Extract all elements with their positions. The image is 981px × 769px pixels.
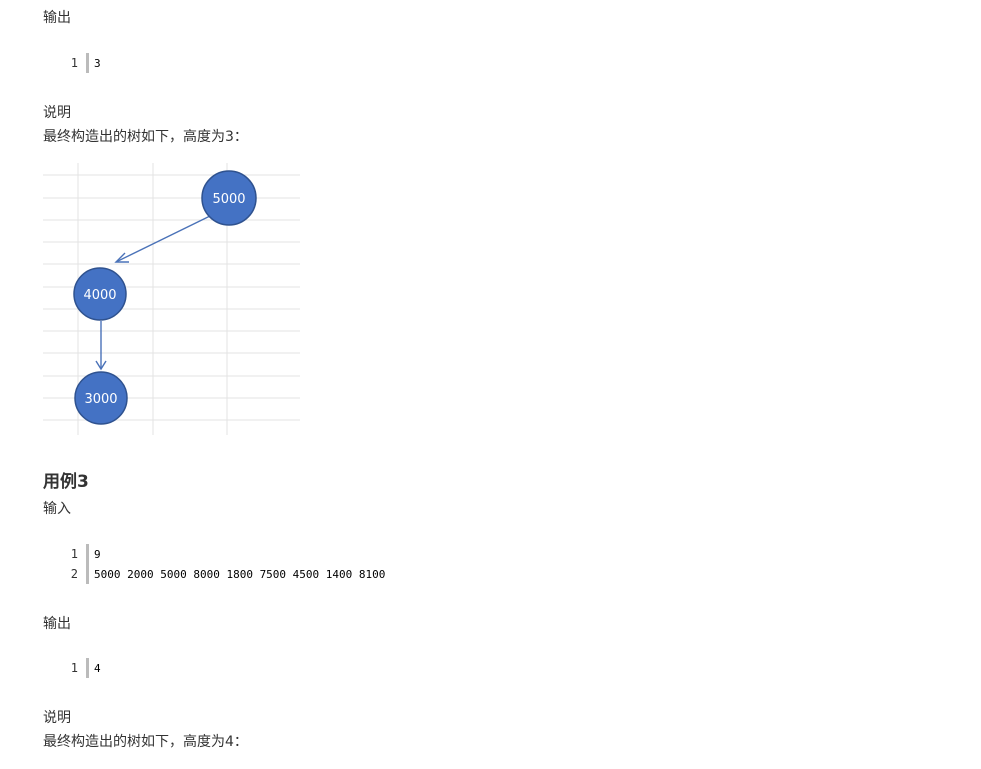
code-text: 3 bbox=[94, 57, 101, 70]
line-number: 2 bbox=[70, 567, 78, 581]
line-gutter-bar bbox=[86, 564, 89, 584]
code-text: 5000 2000 5000 8000 1800 7500 4500 1400 … bbox=[94, 568, 386, 581]
code-line: 1 4 bbox=[43, 658, 343, 678]
tree-node-label: 5000 bbox=[212, 192, 245, 207]
explanation-label: 说明 bbox=[43, 710, 71, 726]
example-heading: 用例3 bbox=[43, 472, 89, 492]
explanation-label: 说明 bbox=[43, 105, 71, 121]
code-line: 1 9 bbox=[43, 544, 463, 564]
line-number: 1 bbox=[70, 661, 78, 675]
output-label: 输出 bbox=[43, 10, 71, 26]
code-line: 1 3 bbox=[43, 53, 343, 73]
line-number: 1 bbox=[70, 547, 78, 561]
line-gutter-bar bbox=[86, 658, 89, 678]
line-gutter-bar bbox=[86, 53, 89, 73]
output-code-block: 1 4 bbox=[43, 658, 343, 678]
output-label: 输出 bbox=[43, 616, 71, 632]
code-text: 9 bbox=[94, 548, 101, 561]
tree-diagram: 5000 4000 3000 bbox=[43, 163, 300, 435]
tree-edges bbox=[95, 215, 211, 371]
input-label: 输入 bbox=[43, 501, 71, 517]
arrowhead-4000 bbox=[114, 252, 129, 263]
explanation-text: 最终构造出的树如下，高度为4： bbox=[43, 734, 248, 750]
edge-5000-4000 bbox=[115, 215, 211, 263]
line-gutter-bar bbox=[86, 544, 89, 564]
code-line: 2 5000 2000 5000 8000 1800 7500 4500 140… bbox=[43, 564, 463, 584]
explanation-text: 最终构造出的树如下，高度为3： bbox=[43, 129, 248, 145]
tree-node-5000: 5000 bbox=[201, 170, 257, 226]
code-text: 4 bbox=[94, 662, 101, 675]
line-number: 1 bbox=[70, 56, 78, 70]
input-code-block: 1 9 2 5000 2000 5000 8000 1800 7500 4500… bbox=[43, 544, 463, 584]
tree-node-3000: 3000 bbox=[74, 371, 128, 425]
arrowhead-3000 bbox=[95, 360, 107, 371]
output-code-block: 1 3 bbox=[43, 53, 343, 73]
tree-node-label: 4000 bbox=[83, 288, 116, 303]
tree-node-4000: 4000 bbox=[73, 267, 127, 321]
tree-node-label: 3000 bbox=[84, 392, 117, 407]
